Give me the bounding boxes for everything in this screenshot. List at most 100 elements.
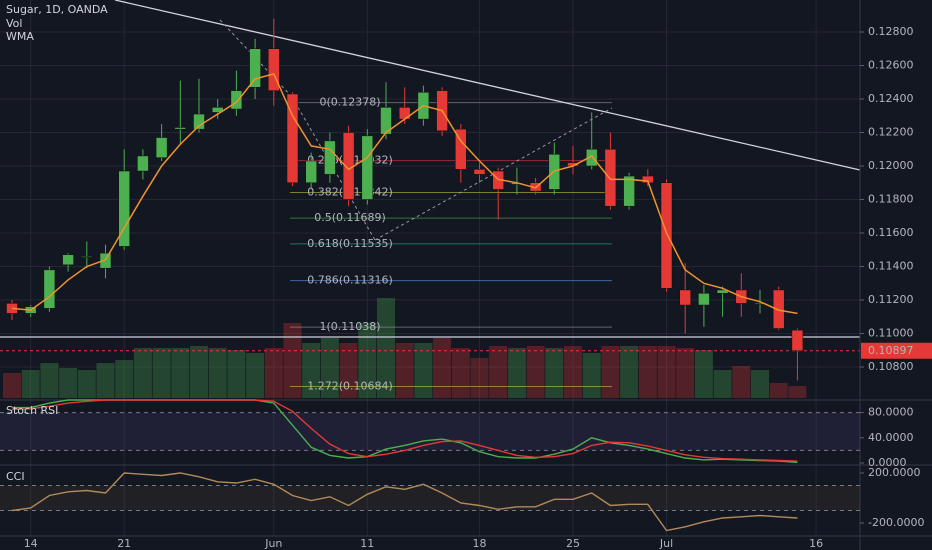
y-tick-label: -200.0000 bbox=[868, 516, 924, 529]
volume-bar bbox=[77, 370, 96, 398]
candle-body bbox=[249, 48, 261, 88]
candle-body bbox=[604, 149, 617, 207]
x-tick-label: 25 bbox=[566, 537, 580, 550]
volume-bar bbox=[133, 348, 152, 398]
volume-bar bbox=[96, 363, 115, 398]
volume-bar bbox=[694, 350, 713, 398]
candle-body bbox=[62, 254, 74, 266]
volume-bar bbox=[451, 348, 470, 398]
volume bbox=[3, 298, 807, 398]
fib-label: 0.786(0.11316) bbox=[307, 274, 393, 287]
y-tick-label: 200.0000 bbox=[868, 466, 921, 479]
candle-body bbox=[155, 137, 168, 158]
candle-body bbox=[772, 289, 785, 329]
volume-bar bbox=[751, 370, 769, 398]
volume-bar bbox=[676, 348, 695, 398]
volume-bar bbox=[3, 373, 21, 398]
volume-bar bbox=[601, 346, 620, 398]
candle-body bbox=[230, 90, 243, 110]
candle-body bbox=[118, 170, 130, 247]
volume-bar bbox=[377, 298, 395, 398]
x-tick-label: 11 bbox=[360, 537, 374, 550]
y-tick-label: 0.11400 bbox=[868, 260, 914, 273]
y-tick-label: 0.12800 bbox=[868, 25, 914, 38]
x-tick-label: 21 bbox=[117, 537, 131, 550]
volume-bar bbox=[657, 346, 676, 398]
drawings bbox=[0, 0, 861, 338]
stoch_rsi-line bbox=[11, 399, 798, 462]
candles bbox=[6, 18, 804, 381]
volume-bar bbox=[582, 353, 601, 398]
x-tick-label: Jun bbox=[264, 537, 282, 550]
y-tick-label: 0.10800 bbox=[868, 360, 914, 373]
candle-body bbox=[585, 149, 598, 167]
axes: 14 21 Jun 11 18 25 Jul 16 0.10800 0.11000 0.11200 0… bbox=[24, 25, 932, 550]
fib-label: 0.5(0.11689) bbox=[314, 211, 386, 224]
volume-bar bbox=[283, 323, 302, 398]
fib-label: 0(0.12378) bbox=[319, 96, 380, 109]
y-tick-label: 0.0000 bbox=[868, 456, 907, 469]
x-tick-label: 14 bbox=[24, 537, 38, 550]
volume-bar bbox=[59, 368, 78, 398]
candle-body bbox=[286, 93, 299, 184]
volume-bar bbox=[395, 343, 414, 398]
volume-bar bbox=[171, 348, 190, 398]
volume-bar bbox=[414, 343, 433, 398]
volume-bar bbox=[788, 386, 807, 398]
x-tick-label: 18 bbox=[473, 537, 487, 550]
candle-body bbox=[268, 48, 280, 91]
fib-label: 1(0.11038) bbox=[319, 320, 380, 333]
volume-bar bbox=[769, 383, 788, 398]
chart-title: Sugar, 1D, OANDA bbox=[6, 3, 108, 16]
volume-bar bbox=[264, 348, 283, 398]
candle-body bbox=[193, 113, 205, 130]
candle-body bbox=[623, 175, 635, 207]
candle-body bbox=[791, 329, 804, 352]
volume-bar bbox=[40, 363, 59, 398]
candle-body bbox=[361, 135, 374, 200]
volume-bar bbox=[208, 348, 227, 398]
volume-bar bbox=[21, 370, 40, 398]
candle-body bbox=[679, 289, 691, 306]
volume-bar bbox=[507, 348, 526, 398]
volume-bar bbox=[302, 343, 321, 398]
y-tick-label: 0.11000 bbox=[868, 327, 914, 340]
last-price-label: 0.10897 bbox=[868, 344, 914, 357]
y-tick-label: 0.12600 bbox=[868, 58, 914, 71]
candle-body bbox=[81, 256, 93, 258]
volume-bar bbox=[152, 348, 171, 398]
y-tick-label: 0.12200 bbox=[868, 125, 914, 138]
candle-body bbox=[716, 289, 729, 294]
y-tick-label: 0.11200 bbox=[868, 293, 914, 306]
candle-body bbox=[473, 169, 486, 175]
x-tick-label: Jul bbox=[659, 537, 673, 550]
volume-bar bbox=[489, 346, 508, 398]
candle-body bbox=[99, 252, 112, 269]
y-tick-label: 80.0000 bbox=[868, 406, 914, 419]
band-fill bbox=[0, 485, 860, 511]
y-tick-label: 0.12400 bbox=[868, 92, 914, 105]
volume-bar bbox=[526, 346, 545, 398]
volume-bar bbox=[190, 346, 208, 398]
fib-label: 0.618(0.11535) bbox=[307, 237, 393, 250]
trend-line bbox=[114, 0, 861, 171]
legend-wma: WMA bbox=[6, 30, 34, 43]
volume-bar bbox=[638, 346, 657, 398]
y-tick-label: 40.0000 bbox=[868, 431, 914, 444]
candle-body bbox=[324, 140, 336, 175]
volume-bar bbox=[713, 370, 732, 398]
volume-bar bbox=[620, 346, 639, 398]
y-tick-label: 0.12000 bbox=[868, 159, 914, 172]
volume-bar bbox=[227, 350, 246, 398]
grid bbox=[0, 0, 860, 536]
candle-body bbox=[137, 155, 149, 172]
candle-body bbox=[455, 128, 467, 170]
legend-volume: Vol bbox=[6, 17, 22, 30]
panel-title: Stoch RSI bbox=[6, 404, 58, 417]
volume-bar bbox=[320, 338, 339, 398]
volume-bar bbox=[545, 348, 564, 398]
candle-body bbox=[305, 160, 317, 184]
volume-bar bbox=[564, 346, 582, 398]
